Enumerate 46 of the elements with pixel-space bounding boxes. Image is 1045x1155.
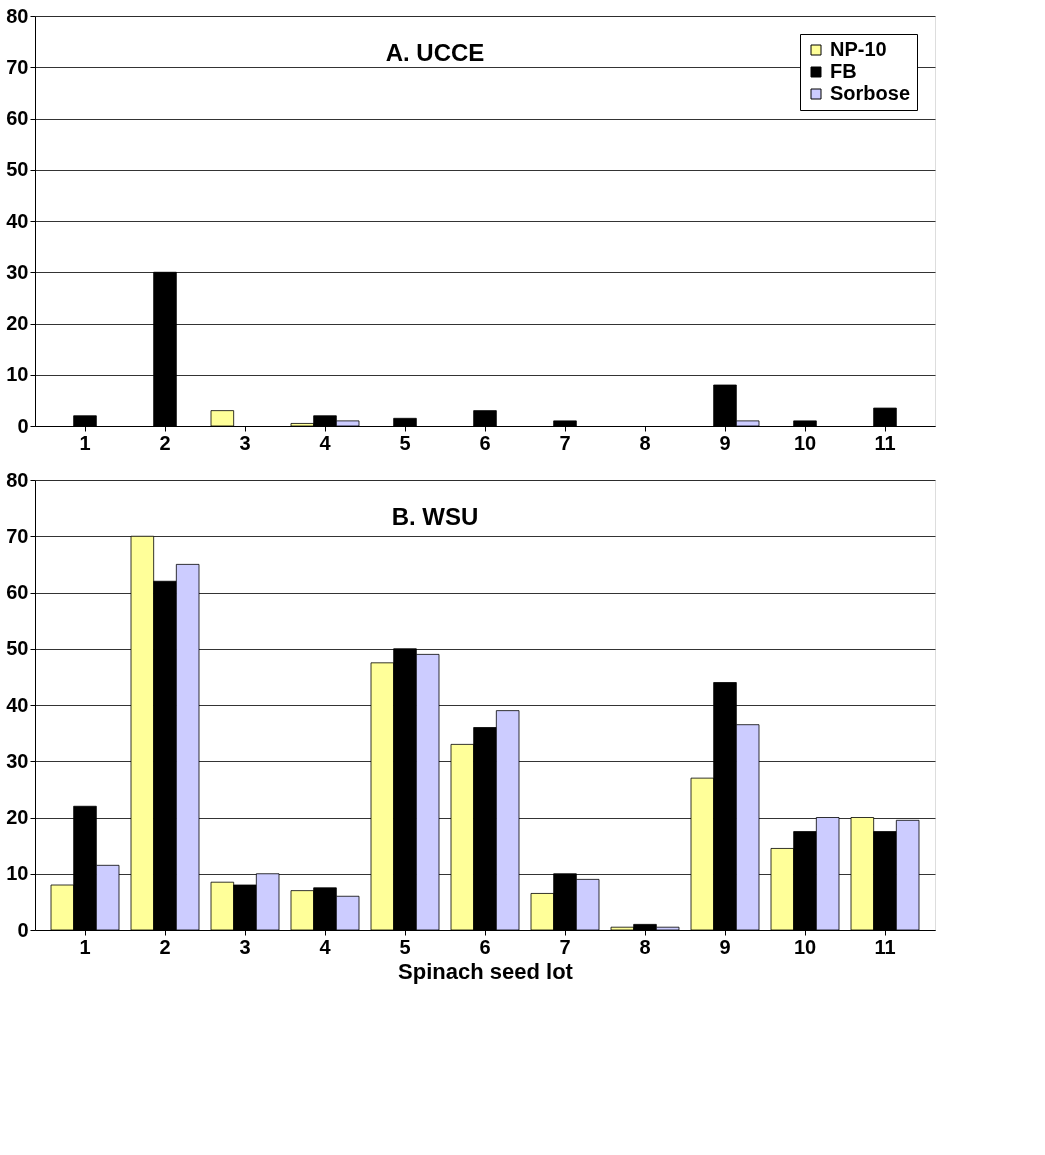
y-tick-label: 50	[6, 158, 29, 181]
x-tick-label: 7	[559, 431, 571, 454]
y-tick-label: 60	[6, 107, 29, 129]
x-tick-label: 4	[319, 935, 332, 958]
x-tick-label: 8	[639, 431, 651, 454]
x-tick-label: 5	[399, 935, 411, 958]
y-tick-label: 70	[6, 55, 29, 78]
x-tick-label: 10	[793, 431, 817, 454]
y-tick-label: 80	[6, 468, 29, 491]
x-tick-label: 1	[79, 431, 91, 454]
y-tick-label: 20	[6, 312, 29, 334]
x-tick-label: 1	[79, 935, 91, 958]
x-tick-label: 2	[159, 935, 171, 958]
y-tick-label: 70	[6, 524, 29, 547]
y-tick-label: 0	[17, 918, 29, 941]
x-tick-label: 9	[719, 935, 731, 958]
x-tick-label: 10	[793, 935, 817, 958]
y-tick-label: 40	[6, 693, 29, 716]
y-tick-label: 10	[6, 862, 29, 885]
x-tick-label: 5	[399, 431, 411, 454]
y-tick-label: 0	[17, 414, 29, 437]
legend-label: Sorbose	[830, 82, 911, 104]
y-tick-label: 60	[6, 581, 29, 603]
x-tick-label: 6	[479, 935, 491, 958]
legend-label: FB	[830, 60, 857, 82]
x-tick-label: 4	[319, 431, 332, 454]
x-tick-label: 11	[874, 431, 896, 454]
y-tick-label: 30	[6, 749, 29, 772]
x-tick-label: 7	[559, 935, 571, 958]
y-tick-label: 50	[6, 637, 29, 660]
y-tick-label: 40	[6, 209, 29, 232]
legend-label: NP-10	[830, 38, 887, 60]
y-tick-label: 30	[6, 260, 29, 283]
y-tick-label: 80	[6, 4, 29, 27]
x-tick-label: 11	[874, 935, 896, 958]
x-tick-label: 8	[639, 935, 651, 958]
text: B. WSU	[391, 503, 479, 530]
x-tick-label: 3	[239, 935, 251, 958]
x-axis-title: Spinach seed lot	[398, 958, 574, 984]
y-tick-label: 20	[6, 806, 29, 828]
x-tick-label: 3	[239, 431, 251, 454]
x-tick-label: 9	[719, 431, 731, 454]
x-tick-label: 2	[159, 431, 171, 454]
text: A. UCCE	[385, 39, 485, 66]
x-tick-label: 6	[479, 431, 491, 454]
y-tick-label: 10	[6, 363, 29, 386]
